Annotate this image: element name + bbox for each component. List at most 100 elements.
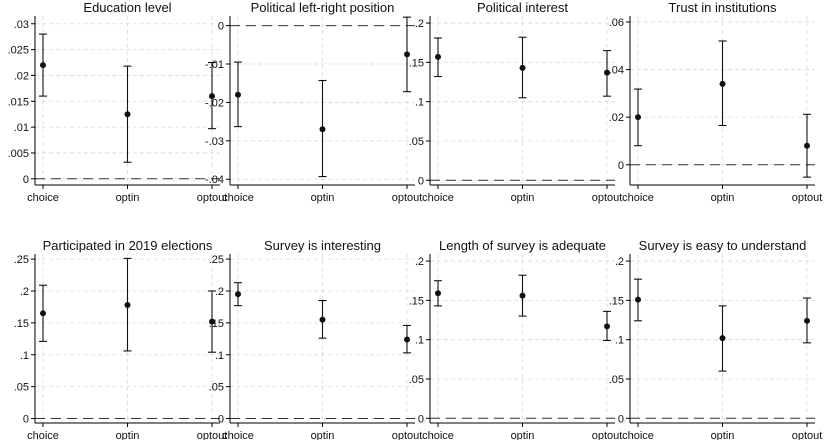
- y-tick-label: .05: [409, 374, 424, 386]
- y-tick-label: .15: [209, 318, 224, 330]
- panel-8: Survey is easy to understand 0 .05 .1 .15 .2 c…: [609, 238, 823, 440]
- y-tick-label: .1: [215, 350, 224, 362]
- y-tick-label: .1: [615, 335, 624, 347]
- panel-title: Survey is easy to understand: [639, 238, 807, 253]
- panel-title: Trust in institutions: [669, 0, 777, 15]
- point-estimate-choice: [635, 296, 641, 303]
- x-tick-label: optout: [392, 430, 423, 440]
- y-tick-label: .15: [409, 57, 424, 69]
- y-tick-label: -.01: [205, 59, 224, 71]
- y-tick-label: 0: [618, 160, 624, 172]
- x-tick-label: optout: [197, 430, 228, 440]
- y-tick-label: 0: [618, 413, 624, 425]
- point-estimate-optin: [319, 126, 326, 133]
- panel-title: Length of survey is adequate: [439, 238, 606, 253]
- point-estimate-optout: [604, 69, 610, 76]
- point-estimate-choice: [235, 291, 241, 298]
- y-tick-label: .2: [415, 18, 424, 30]
- x-tick-label: choice: [27, 192, 59, 204]
- x-tick-label: choice: [222, 192, 254, 204]
- y-tick-label: .015: [8, 96, 29, 108]
- x-tick-label: optin: [511, 430, 535, 440]
- y-tick-label: .06: [609, 17, 624, 29]
- panel-title: Survey is interesting: [264, 238, 381, 253]
- y-tick-label: .2: [415, 256, 424, 268]
- x-tick-label: optin: [711, 192, 735, 204]
- y-tick-label: .15: [14, 318, 29, 330]
- panel-title: Political interest: [477, 0, 568, 15]
- x-tick-label: optout: [592, 430, 623, 440]
- y-tick-label: -.03: [205, 136, 224, 148]
- point-estimate-optout: [804, 317, 810, 324]
- point-estimate-optout: [209, 93, 215, 100]
- y-tick-label: .02: [609, 112, 624, 124]
- y-tick-label: .025: [8, 45, 29, 57]
- y-tick-label: .25: [209, 254, 224, 266]
- point-estimate-optin: [519, 64, 526, 71]
- y-tick-label: .2: [615, 256, 624, 268]
- point-estimate-optout: [804, 142, 810, 149]
- panel-4: Trust in institutions 0 .02 .04 .06 choice opt…: [609, 0, 823, 204]
- y-tick-label: .01: [14, 122, 29, 134]
- x-tick-label: optin: [116, 430, 140, 440]
- point-estimate-optin: [124, 302, 131, 309]
- y-tick-label: .2: [20, 286, 29, 298]
- panel-6: Survey is interesting 0 .05 .1 .15 .2 .25 choic…: [209, 238, 423, 440]
- point-estimate-optout: [209, 318, 215, 325]
- y-tick-label: -.02: [205, 97, 224, 109]
- y-tick-label: -.04: [205, 174, 224, 186]
- y-tick-label: 0: [23, 174, 29, 186]
- y-tick-label: .25: [14, 254, 29, 266]
- y-tick-label: .15: [409, 295, 424, 307]
- point-estimate-choice: [635, 114, 641, 121]
- y-tick-label: .04: [609, 65, 624, 77]
- y-tick-label: .1: [415, 97, 424, 109]
- x-tick-label: optout: [792, 192, 823, 204]
- y-tick-label: 0: [218, 414, 224, 426]
- y-tick-label: .03: [14, 19, 29, 31]
- y-tick-label: .05: [209, 382, 224, 394]
- y-tick-label: 0: [418, 175, 424, 187]
- point-estimate-choice: [435, 290, 441, 297]
- x-tick-label: optout: [592, 192, 623, 204]
- point-estimate-optout: [404, 336, 410, 343]
- y-tick-label: .05: [609, 374, 624, 386]
- x-tick-label: optin: [311, 192, 335, 204]
- x-tick-label: optin: [116, 192, 140, 204]
- y-tick-label: .1: [415, 335, 424, 347]
- x-tick-label: optin: [511, 192, 535, 204]
- panel-title: Participated in 2019 elections: [43, 238, 213, 253]
- point-estimate-optin: [319, 316, 326, 323]
- point-estimate-choice: [40, 62, 46, 69]
- x-tick-label: choice: [622, 192, 654, 204]
- point-estimate-optin: [719, 80, 726, 87]
- x-tick-label: choice: [422, 192, 454, 204]
- y-tick-label: .005: [8, 148, 29, 160]
- y-tick-label: .05: [14, 382, 29, 394]
- point-estimate-choice: [235, 91, 241, 98]
- y-tick-label: .15: [609, 295, 624, 307]
- x-tick-label: choice: [27, 430, 59, 440]
- panel-5: Participated in 2019 elections 0 .05 .1 .15.…: [14, 238, 228, 440]
- point-estimate-optin: [519, 292, 526, 299]
- panel-7: Length of survey is adequate 0 .05 .1 .15 .2 c…: [409, 238, 623, 440]
- y-tick-label: 0: [218, 21, 224, 33]
- x-tick-label: choice: [222, 430, 254, 440]
- y-tick-label: 0: [418, 413, 424, 425]
- panel-3: Political interest 0 .05 .1 .15 .2 choice optin…: [409, 0, 623, 204]
- x-tick-label: choice: [622, 430, 654, 440]
- x-tick-label: optout: [197, 192, 228, 204]
- x-tick-label: optin: [311, 430, 335, 440]
- point-estimate-optout: [604, 323, 610, 330]
- panel-2: Political left-right position 0 -.01 -.02 -.…: [205, 0, 422, 204]
- y-tick-label: .05: [409, 136, 424, 148]
- panel-1: Education level 0 .005 .01 .015 .02 .025 .03 cho…: [8, 0, 228, 204]
- y-tick-label: .02: [14, 70, 29, 82]
- x-tick-label: optin: [711, 430, 735, 440]
- x-tick-label: optout: [792, 430, 823, 440]
- point-estimate-choice: [40, 310, 46, 317]
- panel-title: Education level: [83, 0, 171, 15]
- point-estimate-optout: [404, 51, 410, 58]
